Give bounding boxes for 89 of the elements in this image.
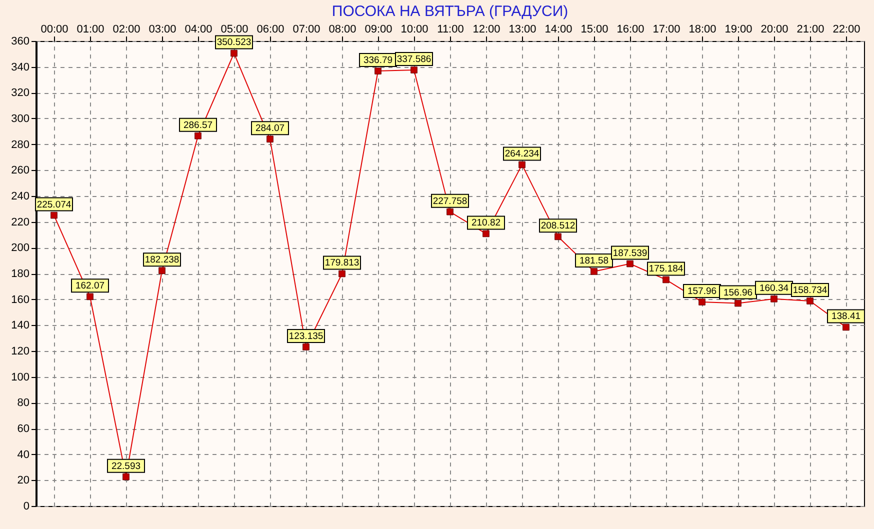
point [446,208,454,216]
data-label: 175.184 [648,264,684,275]
point [842,324,850,331]
data-label: 179.813 [324,258,360,269]
point [194,132,202,140]
point [86,293,94,300]
data-label: 156.96 [723,287,753,298]
y-tick-label: 100 [11,371,30,384]
chart-title: ПОСОКА НА ВЯТЪРА (ГРАДУСИ) [332,3,568,20]
point [626,260,634,268]
x-tick-label: 03:00 [148,24,176,36]
data-label: 123.135 [288,330,324,342]
x-tick-label: 01:00 [76,24,104,36]
x-tick-label: 12:00 [472,24,500,36]
point [770,295,778,302]
x-tick-label: 21:00 [796,24,824,36]
y-tick-label: 240 [11,190,30,202]
point [158,267,166,274]
y-tick-label: 340 [11,61,30,74]
x-tick-label: 04:00 [184,24,212,36]
point [50,212,58,219]
data-label: 264.234 [504,148,540,160]
y-tick-label: 20 [17,474,30,487]
x-tick-label: 18:00 [688,24,716,36]
y-tick-label: 220 [11,216,30,228]
data-label: 336.79 [363,54,393,66]
point [554,233,562,240]
data-label: 138.41 [831,311,861,322]
point [122,473,130,480]
data-label: 350.523 [216,37,252,48]
point [662,276,670,284]
data-label: 22.593 [111,460,141,472]
x-tick-label: 17:00 [652,24,680,36]
data-label: 160.34 [759,282,789,294]
x-tick-label: 05:00 [220,24,248,36]
y-tick-label: 0 [23,500,30,512]
point [338,270,346,278]
x-tick-label: 15:00 [580,24,608,36]
y-tick-label: 140 [11,320,30,332]
point [734,300,742,307]
point [230,50,238,57]
data-label: 210.82 [471,218,501,229]
y-tick-label: 200 [11,242,30,254]
data-label: 157.96 [687,286,717,297]
y-tick-label: 260 [11,164,30,177]
y-tick-label: 360 [11,36,30,48]
data-label: 181.58 [579,255,609,266]
data-label: 227.758 [432,196,468,207]
data-label: 284.07 [255,123,285,134]
data-label: 337.586 [396,54,432,65]
y-tick-label: 180 [11,268,30,280]
x-tick-label: 00:00 [40,24,68,36]
y-tick-label: 320 [11,87,30,100]
data-label: 208.512 [540,220,576,232]
data-label: 286.57 [183,120,213,131]
x-tick-label: 16:00 [616,24,644,36]
x-tick-label: 06:00 [256,24,284,36]
y-tick-label: 160 [11,294,30,306]
point [302,344,310,350]
y-tick-label: 280 [11,138,30,151]
x-tick-label: 07:00 [292,24,320,36]
point [410,66,418,74]
y-tick-label: 300 [11,113,30,125]
point [518,161,526,168]
data-label: 162.07 [75,280,105,292]
data-label: 187.539 [612,248,648,259]
x-tick-label: 02:00 [112,24,140,36]
x-tick-label: 14:00 [544,24,572,36]
x-tick-label: 10:00 [400,24,428,36]
x-tick-label: 11:00 [437,24,464,36]
point [806,298,814,304]
x-tick-label: 13:00 [508,24,536,36]
point [482,230,490,238]
point [374,68,382,74]
data-label: 158.734 [792,284,828,296]
x-tick-label: 09:00 [364,24,392,36]
point [698,298,706,306]
point [266,136,274,142]
x-tick-label: 22:00 [832,24,860,36]
data-label: 182.238 [144,254,180,266]
y-tick-label: 120 [11,346,30,358]
x-tick-label: 20:00 [760,24,788,36]
x-tick-label: 19:00 [724,24,752,36]
data-label: 225.074 [36,199,72,210]
y-tick-label: 60 [17,423,30,435]
y-tick-label: 40 [17,448,30,461]
point [590,268,598,275]
y-tick-label: 80 [17,397,30,410]
x-tick-label: 08:00 [328,24,356,36]
